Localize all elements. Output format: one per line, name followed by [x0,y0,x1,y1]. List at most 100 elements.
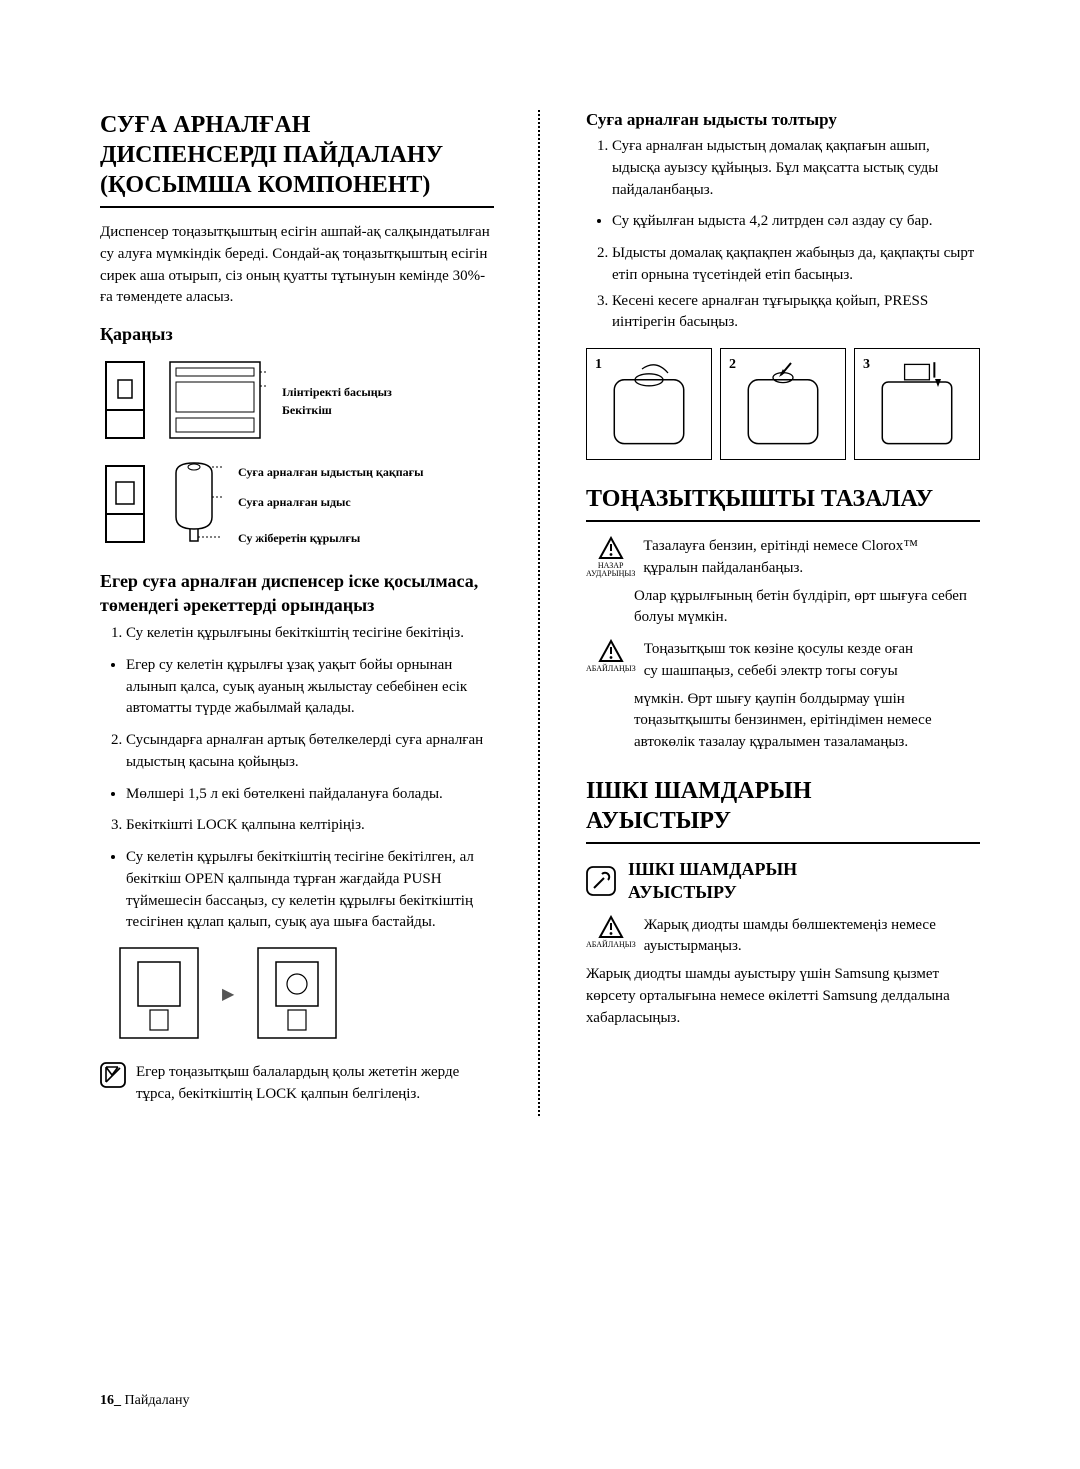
list-item: Мөлшері 1,5 л екі бөтелкені пайдалануға … [126,784,494,806]
right-column: Суға арналған ыдысты толтыру Суға арналғ… [586,110,980,1116]
label-text: Суға арналған ыдыс [238,493,423,511]
step-list: Сусындарға арналған артық бөтелкелерді с… [100,730,494,774]
water-tank-icon [166,457,222,552]
tool-icon [586,866,616,896]
figure-row: Суға арналған ыдыстың қақпағы Суға арнал… [100,457,494,552]
step-list: Су келетін құрылғыны бекіткіштің тесігін… [100,623,494,645]
heading-line: АУЫСТЫРУ [628,882,737,902]
dispenser-closeup-icon [116,944,202,1044]
step-number: 3 [863,357,870,373]
heading-line: СУҒА АРНАЛҒАН [100,112,310,138]
warning-text: Жарық диодты шамды бөлшектемеңіз немесе … [644,915,936,959]
text-line: Тоңазытқыш ток көзіне қосулы кезде оған [644,641,913,657]
step-list: Бекіткішті LOCK қалпына келтіріңіз. [100,815,494,837]
column-divider [538,110,542,1116]
left-column: СУҒА АРНАЛҒАН ДИСПЕНСЕРДІ ПАЙДАЛАНУ (ҚОС… [100,110,494,1116]
list-item: Егер су келетін құрылғы ұзақ уақыт бойы … [126,655,494,720]
press-lever-icon [855,349,979,459]
list-item: Сусындарға арналған артық бөтелкелерді с… [126,730,494,774]
heading-line: ІШКІ ШАМДАРЫН [586,778,812,804]
label-text: Ілінтіректі басыңыз [282,383,392,401]
see-subheading: Қараңыз [100,323,494,346]
warning-text: Тоңазытқыш ток көзіне қосулы кезде оған … [644,639,913,683]
led-subheading: ІШКІ ШАМДАРЫН АУЫСТЫРУ [628,858,797,905]
text-line: Тазалауға бензин, ерітінді немесе Clorox… [643,538,918,554]
list-item: Бекіткішті LOCK қалпына келтіріңіз. [126,815,494,837]
tank-close-icon [721,349,845,459]
label-text: Суға арналған ыдыстың қақпағы [238,463,423,481]
list-item: Кесені кесеге арналған тұғырыққа қойып, … [612,291,980,335]
heading-underline [586,520,980,522]
list-item: Су құйылған ыдыста 4,2 литрден сәл аздау… [612,211,980,233]
figure-cell: 3 [854,348,980,460]
warning-icon-block: АБАЙЛАҢЫЗ [586,915,636,949]
warning-callout: АБАЙЛАҢЫЗ Тоңазытқыш ток көзіне қосулы к… [586,639,980,683]
warning-text: Тазалауға бензин, ерітінді немесе Clorox… [643,536,918,580]
text-line: құралын пайдаланбаңыз. [643,560,803,576]
led-heading: ІШКІ ШАМДАРЫН АУЫСТЫРУ [586,776,980,836]
figure-row: Ілінтіректі басыңыз Бекіткіш [100,358,494,443]
step-figure-triptych: 1 2 3 [586,348,980,460]
dispenser-figure: ▶ [116,944,494,1044]
dispenser-closeup-icon [254,944,340,1044]
heading-underline [586,842,980,844]
note-callout: Егер тоңазытқыш балалардың қолы жететін … [100,1062,494,1106]
warning-callout: НАЗАР АУДАРЫҢЫЗ Тазалауға бензин, ерітін… [586,536,980,580]
figure-labels: Суға арналған ыдыстың қақпағы Суға арнал… [238,463,423,547]
dispenser-heading: СУҒА АРНАЛҒАН ДИСПЕНСЕРДІ ПАЙДАЛАНУ (ҚОС… [100,110,494,200]
intro-paragraph: Диспенсер тоңазытқыштың есігін ашпай-ақ … [100,222,494,309]
note-text: Егер тоңазытқыш балалардың қолы жететін … [136,1062,494,1106]
page-number: 16_ [100,1393,121,1408]
bullet-list: Су құйылған ыдыста 4,2 литрден сәл аздау… [586,211,980,233]
label-text: Бекіткіш [282,401,392,419]
warning-triangle-icon [598,639,624,663]
step-list: Ыдысты домалақ қақпақпен жабыңыз да, қақ… [586,243,980,334]
warning-label: АБАЙЛАҢЫЗ [586,941,636,949]
step-number: 1 [595,357,602,373]
warning-followup: Олар құрылғының бетін бүлдіріп, өрт шығу… [634,586,980,630]
cleaning-heading: ТОҢАЗЫТҚЫШТЫ ТАЗАЛАУ [586,484,980,514]
fridge-front-icon [100,358,150,443]
figure-cell: 1 [586,348,712,460]
warning-callout: АБАЙЛАҢЫЗ Жарық диодты шамды бөлшектемең… [586,915,980,959]
text-line: су шашпаңыз, себебі электр тогы соғуы [644,663,898,679]
note-icon [100,1062,126,1088]
warning-icon-block: АБАЙЛАҢЫЗ [586,639,636,673]
list-item: Ыдысты домалақ қақпақпен жабыңыз да, қақ… [612,243,980,287]
figure-labels: Ілінтіректі басыңыз Бекіткіш [282,383,392,419]
heading-line: ІШКІ ШАМДАРЫН [628,859,797,879]
troubleshoot-heading: Егер суға арналған диспенсер іске қосылм… [100,570,494,617]
two-column-layout: СУҒА АРНАЛҒАН ДИСПЕНСЕРДІ ПАЙДАЛАНУ (ҚОС… [100,110,980,1116]
warning-followup: мүмкін. Өрт шығу қаупін болдырмау үшін т… [634,689,980,754]
led-subheading-row: ІШКІ ШАМДАРЫН АУЫСТЫРУ [586,858,980,905]
heading-line: АУЫСТЫРУ [586,808,731,834]
door-interior-icon [166,358,266,443]
fridge-front-icon [100,462,150,547]
heading-underline [100,206,494,208]
bullet-list: Егер су келетін құрылғы ұзақ уақыт бойы … [100,655,494,720]
list-item: Су келетін құрылғыны бекіткіштің тесігін… [126,623,494,645]
text-line: ауыстырмаңыз. [644,938,742,954]
warning-label: АБАЙЛАҢЫЗ [586,665,636,673]
manual-page: СУҒА АРНАЛҒАН ДИСПЕНСЕРДІ ПАЙДАЛАНУ (ҚОС… [0,0,1080,1469]
led-paragraph: Жарық диодты шамды ауыстыру үшін Samsung… [586,964,980,1029]
page-footer: 16_ Пайдалану [100,1393,189,1409]
arrow-right-icon: ▶ [222,984,234,1004]
warning-triangle-icon [598,915,624,939]
heading-line: (ҚОСЫМША КОМПОНЕНТ) [100,172,430,198]
list-item: Су келетін құрылғы бекіткіштің тесігіне … [126,847,494,934]
section-name: Пайдалану [125,1393,190,1408]
heading-line: ДИСПЕНСЕРДІ ПАЙДАЛАНУ [100,142,443,168]
warning-triangle-icon [598,536,624,560]
fill-heading: Суға арналған ыдысты толтыру [586,110,980,130]
tank-open-icon [587,349,711,459]
bullet-list: Мөлшері 1,5 л екі бөтелкені пайдалануға … [100,784,494,806]
step-list: Суға арналған ыдыстың домалақ қақпағын а… [586,136,980,201]
label-text: Су жіберетін құрылғы [238,529,423,547]
warning-icon-block: НАЗАР АУДАРЫҢЫЗ [586,536,635,578]
reference-figure: Ілінтіректі басыңыз Бекіткіш [100,358,494,552]
step-number: 2 [729,357,736,373]
bullet-list: Су келетін құрылғы бекіткіштің тесігіне … [100,847,494,934]
figure-cell: 2 [720,348,846,460]
text-line: Жарық диодты шамды бөлшектемеңіз немесе [644,917,936,933]
